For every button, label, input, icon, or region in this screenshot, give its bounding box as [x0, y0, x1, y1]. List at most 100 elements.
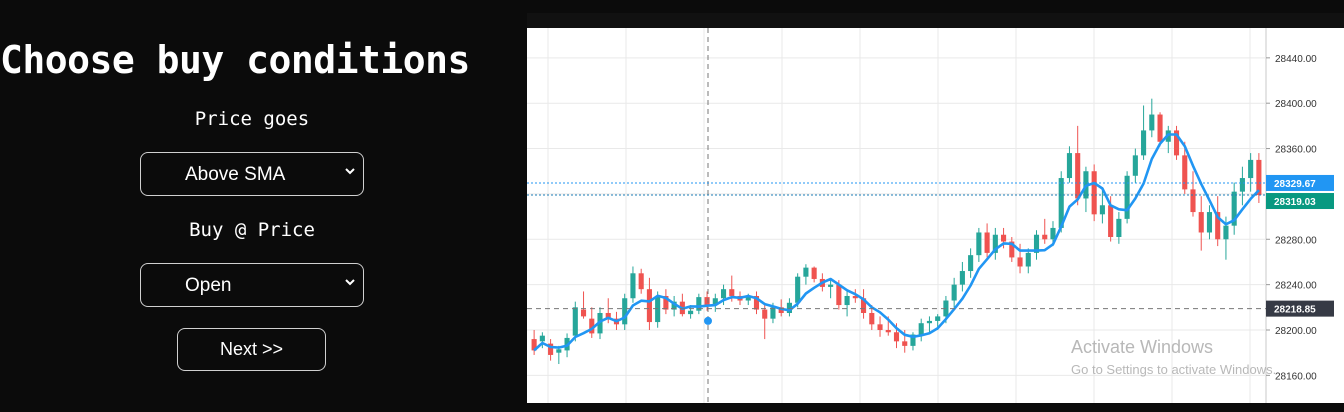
buy-price-value: Open: [185, 275, 232, 296]
candle-body: [836, 284, 842, 306]
candle-body: [688, 310, 694, 315]
candle-body: [984, 232, 990, 253]
candle-body: [556, 349, 562, 353]
candle-body: [926, 320, 932, 324]
candle-body: [893, 332, 900, 342]
y-tick-label: 28160.00: [1275, 371, 1317, 382]
y-tick-label: 28200.00: [1275, 326, 1317, 337]
activate-windows-title: Activate Windows: [1071, 337, 1214, 357]
y-tick-label: 28280.00: [1275, 235, 1317, 246]
price-condition-value: Above SMA: [185, 164, 286, 185]
candle-body: [869, 312, 875, 325]
price-goes-label: Price goes: [194, 108, 310, 130]
page-title: Choose buy conditions: [0, 38, 470, 82]
candle-body: [745, 295, 751, 301]
candle-body: [885, 330, 891, 333]
candle-body: [1099, 205, 1105, 215]
candle-body: [646, 289, 652, 323]
candle-body: [968, 255, 974, 272]
y-tick-label: 28440.00: [1275, 54, 1317, 65]
y-tick-label: 28360.00: [1275, 145, 1317, 156]
last-price-label-bg: [1266, 193, 1334, 210]
chevron-down-icon: [345, 279, 355, 286]
crosshair-marker: [704, 316, 712, 325]
sma-price-label: 28329.67: [1274, 179, 1316, 190]
candle-body: [729, 289, 735, 296]
crosshair-price-label: 28218.85: [1274, 305, 1316, 316]
candle-body: [1149, 114, 1155, 131]
candle-body: [548, 343, 554, 355]
candle-body: [712, 298, 718, 306]
candle-body: [1223, 225, 1229, 240]
y-tick-label: 28400.00: [1275, 99, 1317, 110]
chart-canvas[interactable]: 28440.00 28400.00 28360.00 28280.00 28240.00…: [527, 13, 1344, 403]
last-price-label: 28319.03: [1274, 197, 1316, 208]
candle-body: [1190, 189, 1196, 213]
candle-body: [762, 309, 768, 319]
candle-body: [959, 271, 965, 285]
candle-body: [720, 289, 727, 299]
candle-body: [786, 302, 792, 313]
candle-body: [1132, 155, 1138, 176]
candle-body: [696, 297, 702, 311]
candle-body: [902, 341, 908, 346]
next-button[interactable]: Next >>: [177, 328, 326, 371]
candle-body: [1157, 114, 1163, 142]
candle-body: [828, 284, 834, 287]
y-tick-label: 28240.00: [1275, 281, 1317, 292]
buy-price-label: Buy @ Price: [189, 219, 315, 241]
sma-price-label-bg: [1266, 174, 1334, 191]
candle-body: [539, 335, 545, 342]
candle-body: [622, 298, 628, 325]
candle-body: [1248, 159, 1254, 179]
candle-body: [1256, 159, 1262, 196]
candlestick-chart[interactable]: 28440.00 28400.00 28360.00 28280.00 28240.00…: [527, 13, 1344, 403]
candle-body: [605, 312, 611, 319]
candle-body: [795, 276, 801, 303]
candle-body: [852, 295, 858, 299]
chevron-down-icon: [345, 168, 355, 175]
price-condition-select[interactable]: Above SMA: [140, 152, 364, 196]
price-scale: [1266, 28, 1344, 403]
candle-body: [572, 307, 578, 336]
candle-body: [663, 295, 669, 310]
candle-body: [1091, 171, 1097, 215]
candle-body: [1108, 205, 1114, 238]
candle-body: [803, 267, 809, 277]
candle-body: [1215, 212, 1221, 240]
buy-price-select[interactable]: Open: [140, 263, 364, 307]
candle-body: [589, 318, 595, 334]
candle-body: [951, 284, 957, 301]
candle-body: [1182, 155, 1188, 190]
candle-body: [638, 273, 644, 290]
activate-windows-subtitle: Go to Settings to activate Windows.: [1071, 362, 1277, 377]
candle-body: [1206, 212, 1213, 233]
candle-body: [992, 234, 998, 253]
candle-body: [1058, 178, 1064, 228]
candle-body: [1033, 234, 1040, 253]
candle-body: [976, 232, 982, 256]
candle-body: [1141, 130, 1147, 156]
candle-body: [1066, 153, 1073, 179]
candle-body: [704, 297, 710, 306]
candle-body: [580, 309, 587, 317]
candle-body: [1198, 212, 1204, 233]
candle-body: [1050, 227, 1056, 240]
candle-body: [844, 295, 850, 306]
candle-body: [1231, 191, 1237, 226]
candle-body: [861, 298, 867, 313]
candle-body: [1116, 218, 1122, 238]
candle-body: [671, 301, 677, 310]
candle-body: [1001, 234, 1007, 242]
candle-body: [1075, 153, 1081, 199]
crosshair-price-label-bg: [1266, 300, 1334, 317]
candle-body: [1173, 130, 1180, 156]
candle-body: [1009, 241, 1015, 258]
candle-body: [1239, 178, 1245, 192]
buy-conditions-panel: Choose buy conditions Price goes Above S…: [0, 0, 512, 412]
candle-body: [811, 267, 817, 279]
candle-body: [770, 307, 776, 319]
candle-body: [630, 273, 636, 299]
candle-body: [918, 323, 924, 335]
candle-body: [910, 334, 916, 346]
